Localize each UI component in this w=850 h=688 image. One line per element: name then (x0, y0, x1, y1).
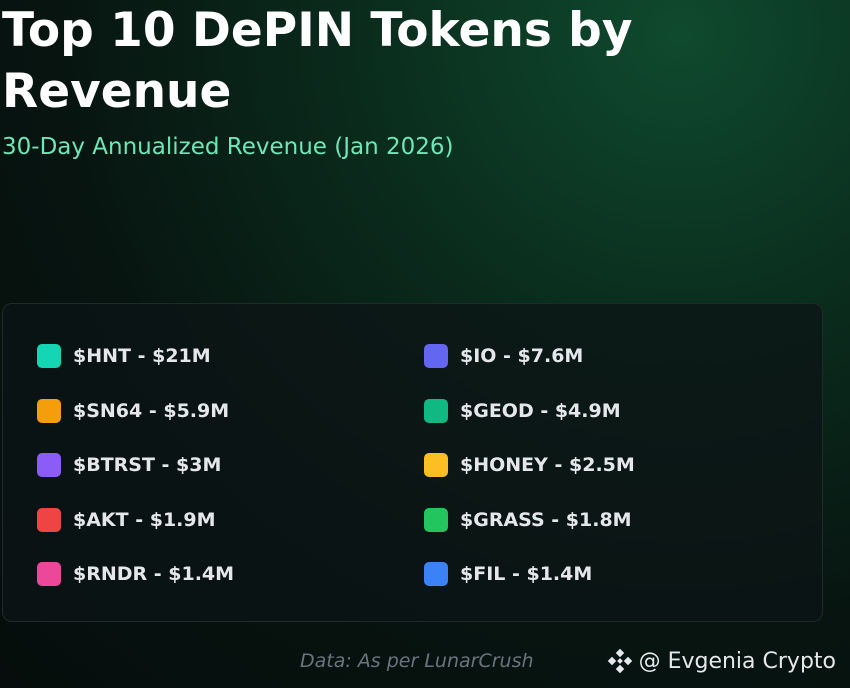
legend-swatch (37, 562, 61, 586)
legend-item: $HONEY - $2.5M (424, 450, 635, 480)
legend-label: $SN64 - $5.9M (73, 399, 230, 422)
legend-label: $GEOD - $4.9M (460, 399, 621, 422)
legend-item: $RNDR - $1.4M (37, 559, 234, 589)
legend-swatch (424, 344, 448, 368)
legend-swatch (424, 507, 448, 532)
legend-item: $HNT - $21M (37, 341, 211, 371)
legend: $HNT - $21M $IO - $7.6M $SN64 - $5.9M $GEOD… (2, 303, 823, 622)
legend-item: $AKT - $1.9M (37, 505, 216, 535)
legend-label: $HNT - $21M (73, 345, 211, 367)
legend-swatch (37, 344, 61, 368)
legend-item: $BTRST - $3M (37, 450, 221, 480)
legend-item: $FIL - $1.4M (424, 559, 592, 589)
legend-label: $AKT - $1.9M (73, 508, 216, 531)
credit: @ Evgenia Crypto (605, 648, 836, 674)
legend-swatch (424, 398, 448, 423)
legend-swatch (37, 453, 61, 477)
credit-text: @ Evgenia Crypto (638, 648, 836, 674)
legend-item: $GRASS - $1.8M (424, 505, 632, 535)
legend-item: $GEOD - $4.9M (424, 396, 621, 426)
legend-swatch (37, 507, 61, 532)
legend-swatch (424, 562, 448, 586)
subtitle: 30-Day Annualized Revenue (Jan 2026) (2, 134, 454, 160)
legend-label: $RNDR - $1.4M (73, 563, 235, 585)
legend-swatch (424, 453, 448, 477)
legend-label: $IO - $7.6M (460, 345, 584, 367)
legend-item: $IO - $7.6M (424, 341, 583, 371)
legend-label: $BTRST - $3M (73, 454, 222, 476)
title: Top 10 DePIN Tokens by Revenue (2, 3, 633, 119)
logo-icon (607, 648, 632, 674)
legend-swatch (37, 398, 61, 423)
legend-label: $FIL - $1.4M (460, 563, 593, 585)
legend-label: $HONEY - $2.5M (460, 454, 635, 476)
legend-item: $SN64 - $5.9M (37, 396, 229, 426)
source-note: Data: As per LunarCrush (300, 650, 534, 672)
legend-label: $GRASS - $1.8M (460, 508, 632, 531)
